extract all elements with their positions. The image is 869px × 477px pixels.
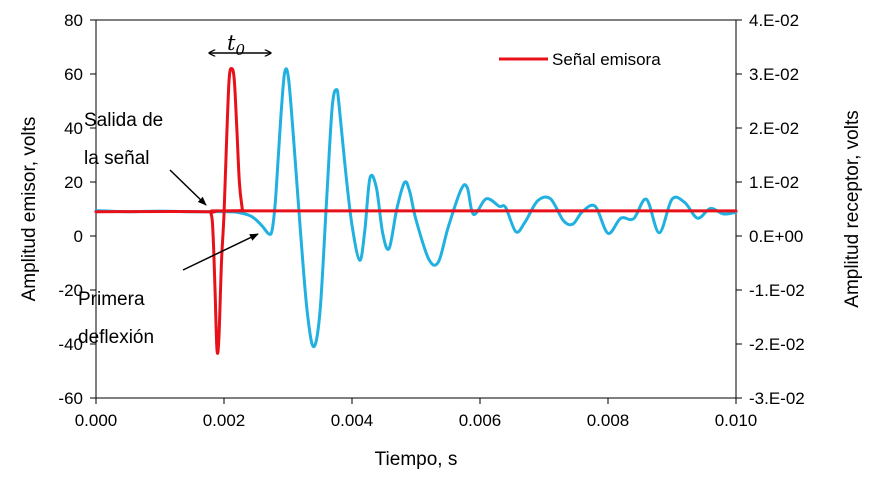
y-left-tick-label: -40 (58, 335, 83, 354)
y-right-tick-label: 1.E-02 (749, 173, 799, 192)
primera-arrow (182, 233, 259, 271)
y-right-tick-label: -1.E-02 (749, 281, 805, 300)
t0-subscript: 0 (235, 41, 245, 59)
y-left-tick-label: 40 (64, 119, 83, 138)
primera-line1: Primera (78, 289, 145, 310)
series-line-receptor (94, 67, 738, 349)
legend-label-emisora: Señal emisora (552, 50, 661, 69)
primera-line2: deflexión (78, 327, 154, 348)
y-left-tick-label: -60 (58, 389, 83, 408)
x-tick-label: 0.008 (587, 411, 630, 430)
annotations: t0 Salida de la señal Primera deflexión (78, 31, 271, 348)
y-right-tick-label: -3.E-02 (749, 389, 805, 408)
y-left-tick-label: 20 (64, 173, 83, 192)
y-right-tick-label: 3.E-02 (749, 65, 799, 84)
salida-line1: Salida de (84, 110, 163, 131)
lines-layer (94, 67, 738, 355)
y-left-tick-label: -20 (58, 281, 83, 300)
y-left-tick-label: 80 (64, 11, 83, 30)
y-right-axis-title: Amplitud receptor, volts (842, 110, 863, 307)
salida-line2: la señal (84, 148, 150, 169)
y-left-tick-label: 0 (74, 227, 83, 246)
y-right-tick-label: 2.E-02 (749, 119, 799, 138)
ticks-layer: 0.000 0.002 0.004 0.006 0.008 0.010 80 60 40 20 0 -… (58, 11, 804, 430)
y-left-tick-label: 60 (64, 65, 83, 84)
plot-frame (95, 19, 737, 399)
y-right-tick-label: 4.E-02 (749, 11, 799, 30)
y-right-tick-label: -2.E-02 (749, 335, 805, 354)
x-axis-title: Tiempo, s (375, 449, 458, 470)
x-tick-label: 0.004 (331, 411, 374, 430)
x-tick-label: 0.010 (715, 411, 758, 430)
y-left-axis-title: Amplitud emisor, volts (19, 117, 40, 302)
salida-arrow (169, 169, 207, 206)
x-tick-label: 0.002 (203, 411, 246, 430)
y-right-tick-label: 0.E+00 (749, 227, 803, 246)
x-tick-label: 0.006 (459, 411, 502, 430)
t0-label: t0 (227, 31, 245, 59)
legend: Señal emisora (499, 50, 661, 69)
x-tick-label: 0.000 (75, 411, 118, 430)
series-line-emisora (94, 67, 738, 355)
